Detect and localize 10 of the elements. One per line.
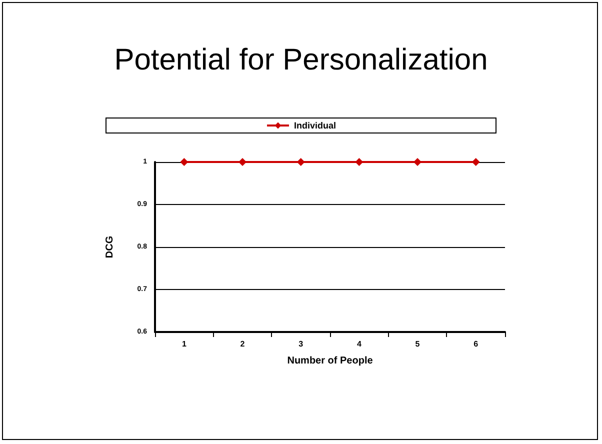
x-tick-label: 1 [182,340,187,348]
chart-title: Potential for Personalization [114,44,488,76]
x-tick-label: 5 [415,340,420,348]
x-tick-label: 6 [474,340,479,348]
x-axis-title: Number of People [287,356,374,366]
y-axis-title: DCG [104,236,116,258]
x-tick-label: 4 [356,340,362,348]
legend-label: Individual [294,120,336,130]
x-tick-label: 3 [298,340,304,348]
x-tick-label: 2 [240,340,246,348]
